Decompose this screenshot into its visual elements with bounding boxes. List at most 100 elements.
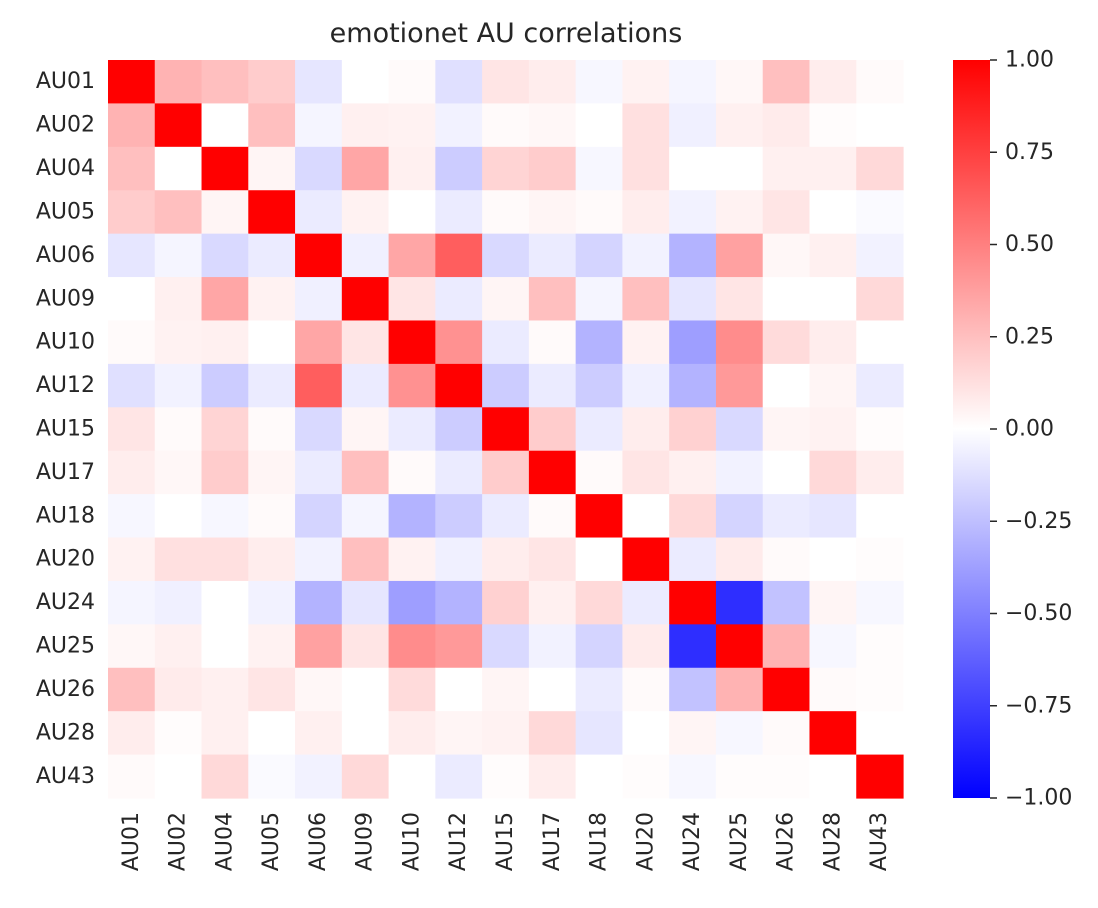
colorbar-tick-label: −0.25 [1005, 509, 1072, 534]
heatmap-cell-AU28-AU43 [856, 711, 904, 756]
heatmap-cell-AU06-AU17 [528, 233, 577, 278]
heatmap-cell-AU43-AU26 [762, 754, 811, 799]
heatmap-cell-AU05-AU10 [388, 190, 436, 235]
heatmap-cell-AU01-AU24 [669, 60, 717, 105]
heatmap-cell-AU15-AU43 [856, 407, 904, 452]
heatmap-cell-AU10-AU15 [482, 320, 530, 365]
heatmap-cell-AU24-AU04 [201, 580, 249, 625]
heatmap-cell-AU12-AU01 [108, 363, 156, 408]
heatmap-cell-AU25-AU18 [575, 624, 624, 669]
heatmap-cell-AU01-AU02 [154, 60, 203, 105]
heatmap-cell-AU02-AU24 [669, 103, 717, 148]
heatmap-cell-AU24-AU25 [715, 580, 764, 625]
heatmap-cell-AU04-AU01 [108, 146, 156, 191]
heatmap-cell-AU05-AU06 [295, 190, 343, 235]
heatmap-cell-AU10-AU05 [248, 320, 296, 365]
colorbar [953, 60, 990, 798]
x-tick-label-AU05: AU05 [259, 812, 284, 871]
heatmap-cell-AU05-AU12 [435, 190, 483, 235]
y-tick-label-AU15: AU15 [36, 417, 95, 442]
heatmap-cell-AU24-AU06 [295, 580, 343, 625]
heatmap-cell-AU24-AU17 [528, 580, 577, 625]
x-tick-label-AU25: AU25 [727, 812, 752, 871]
heatmap-cell-AU10-AU18 [575, 320, 624, 365]
heatmap-cell-AU24-AU43 [856, 580, 904, 625]
heatmap-cell-AU28-AU24 [669, 711, 717, 756]
x-tick-label-AU02: AU02 [166, 812, 191, 871]
heatmap-cell-AU15-AU04 [201, 407, 249, 452]
heatmap-cell-AU01-AU43 [856, 60, 904, 105]
y-tick-label-AU02: AU02 [36, 113, 95, 138]
heatmap-cell-AU24-AU15 [482, 580, 530, 625]
heatmap-cell-AU10-AU02 [154, 320, 203, 365]
heatmap-cell-AU10-AU12 [435, 320, 483, 365]
heatmap-cell-AU20-AU43 [856, 537, 904, 582]
heatmap-cell-AU43-AU43 [856, 754, 904, 799]
y-tick-label-AU04: AU04 [36, 156, 95, 181]
heatmap-cell-AU04-AU43 [856, 146, 904, 191]
colorbar-tick-label: −0.50 [1005, 601, 1072, 626]
heatmap-cell-AU06-AU02 [154, 233, 203, 278]
heatmap-cell-AU25-AU10 [388, 624, 436, 669]
heatmap-cell-AU05-AU01 [108, 190, 156, 235]
heatmap-cell-AU01-AU25 [715, 60, 764, 105]
heatmap-cell-AU43-AU20 [622, 754, 670, 799]
heatmap-cell-AU10-AU20 [622, 320, 670, 365]
heatmap-cell-AU15-AU17 [528, 407, 577, 452]
x-tick-label-AU15: AU15 [493, 812, 518, 871]
heatmap-cell-AU28-AU06 [295, 711, 343, 756]
heatmap-cell-AU06-AU04 [201, 233, 249, 278]
heatmap-cell-AU09-AU25 [715, 277, 764, 322]
heatmap-cell-AU09-AU20 [622, 277, 670, 322]
heatmap-cell-AU43-AU12 [435, 754, 483, 799]
heatmap-cell-AU02-AU17 [528, 103, 577, 148]
heatmap-cell-AU09-AU04 [201, 277, 249, 322]
heatmap-cell-AU12-AU43 [856, 363, 904, 408]
heatmap-cell-AU02-AU18 [575, 103, 624, 148]
heatmap-cell-AU43-AU02 [154, 754, 203, 799]
colorbar-tick-label: 0.50 [1005, 232, 1054, 257]
heatmap-cell-AU01-AU18 [575, 60, 624, 105]
heatmap-cell-AU06-AU20 [622, 233, 670, 278]
heatmap-cell-AU01-AU26 [762, 60, 811, 105]
heatmap-cell-AU20-AU17 [528, 537, 577, 582]
y-tick-label-AU05: AU05 [36, 199, 95, 224]
heatmap-cell-AU02-AU06 [295, 103, 343, 148]
heatmap-cell-AU06-AU01 [108, 233, 156, 278]
heatmap-cell-AU05-AU24 [669, 190, 717, 235]
heatmap-cell-AU28-AU09 [341, 711, 390, 756]
heatmap-cell-AU12-AU04 [201, 363, 249, 408]
heatmap-cells [108, 60, 904, 799]
heatmap-cell-AU20-AU15 [482, 537, 530, 582]
heatmap-cell-AU15-AU28 [809, 407, 857, 452]
heatmap-cell-AU17-AU01 [108, 450, 156, 495]
heatmap-cell-AU26-AU24 [669, 667, 717, 712]
heatmap-cell-AU05-AU25 [715, 190, 764, 235]
heatmap-cell-AU25-AU04 [201, 624, 249, 669]
heatmap-cell-AU24-AU01 [108, 580, 156, 625]
heatmap-cell-AU26-AU05 [248, 667, 296, 712]
heatmap-cell-AU06-AU26 [762, 233, 811, 278]
heatmap-cell-AU20-AU10 [388, 537, 436, 582]
heatmap-cell-AU26-AU12 [435, 667, 483, 712]
x-tick-label-AU10: AU10 [399, 812, 424, 871]
heatmap-cell-AU02-AU04 [201, 103, 249, 148]
heatmap-cell-AU09-AU17 [528, 277, 577, 322]
heatmap-cell-AU10-AU24 [669, 320, 717, 365]
heatmap-cell-AU25-AU15 [482, 624, 530, 669]
heatmap-cell-AU20-AU18 [575, 537, 624, 582]
heatmap-cell-AU18-AU18 [575, 494, 624, 539]
heatmap-cell-AU24-AU09 [341, 580, 390, 625]
heatmap-cell-AU10-AU10 [388, 320, 436, 365]
heatmap-cell-AU05-AU15 [482, 190, 530, 235]
heatmap-cell-AU43-AU17 [528, 754, 577, 799]
heatmap-cell-AU26-AU25 [715, 667, 764, 712]
heatmap-cell-AU02-AU20 [622, 103, 670, 148]
heatmap-cell-AU43-AU05 [248, 754, 296, 799]
heatmap-cell-AU04-AU12 [435, 146, 483, 191]
heatmap-cell-AU10-AU09 [341, 320, 390, 365]
heatmap-cell-AU17-AU24 [669, 450, 717, 495]
heatmap-cell-AU02-AU01 [108, 103, 156, 148]
heatmap-cell-AU17-AU28 [809, 450, 857, 495]
heatmap-cell-AU43-AU01 [108, 754, 156, 799]
